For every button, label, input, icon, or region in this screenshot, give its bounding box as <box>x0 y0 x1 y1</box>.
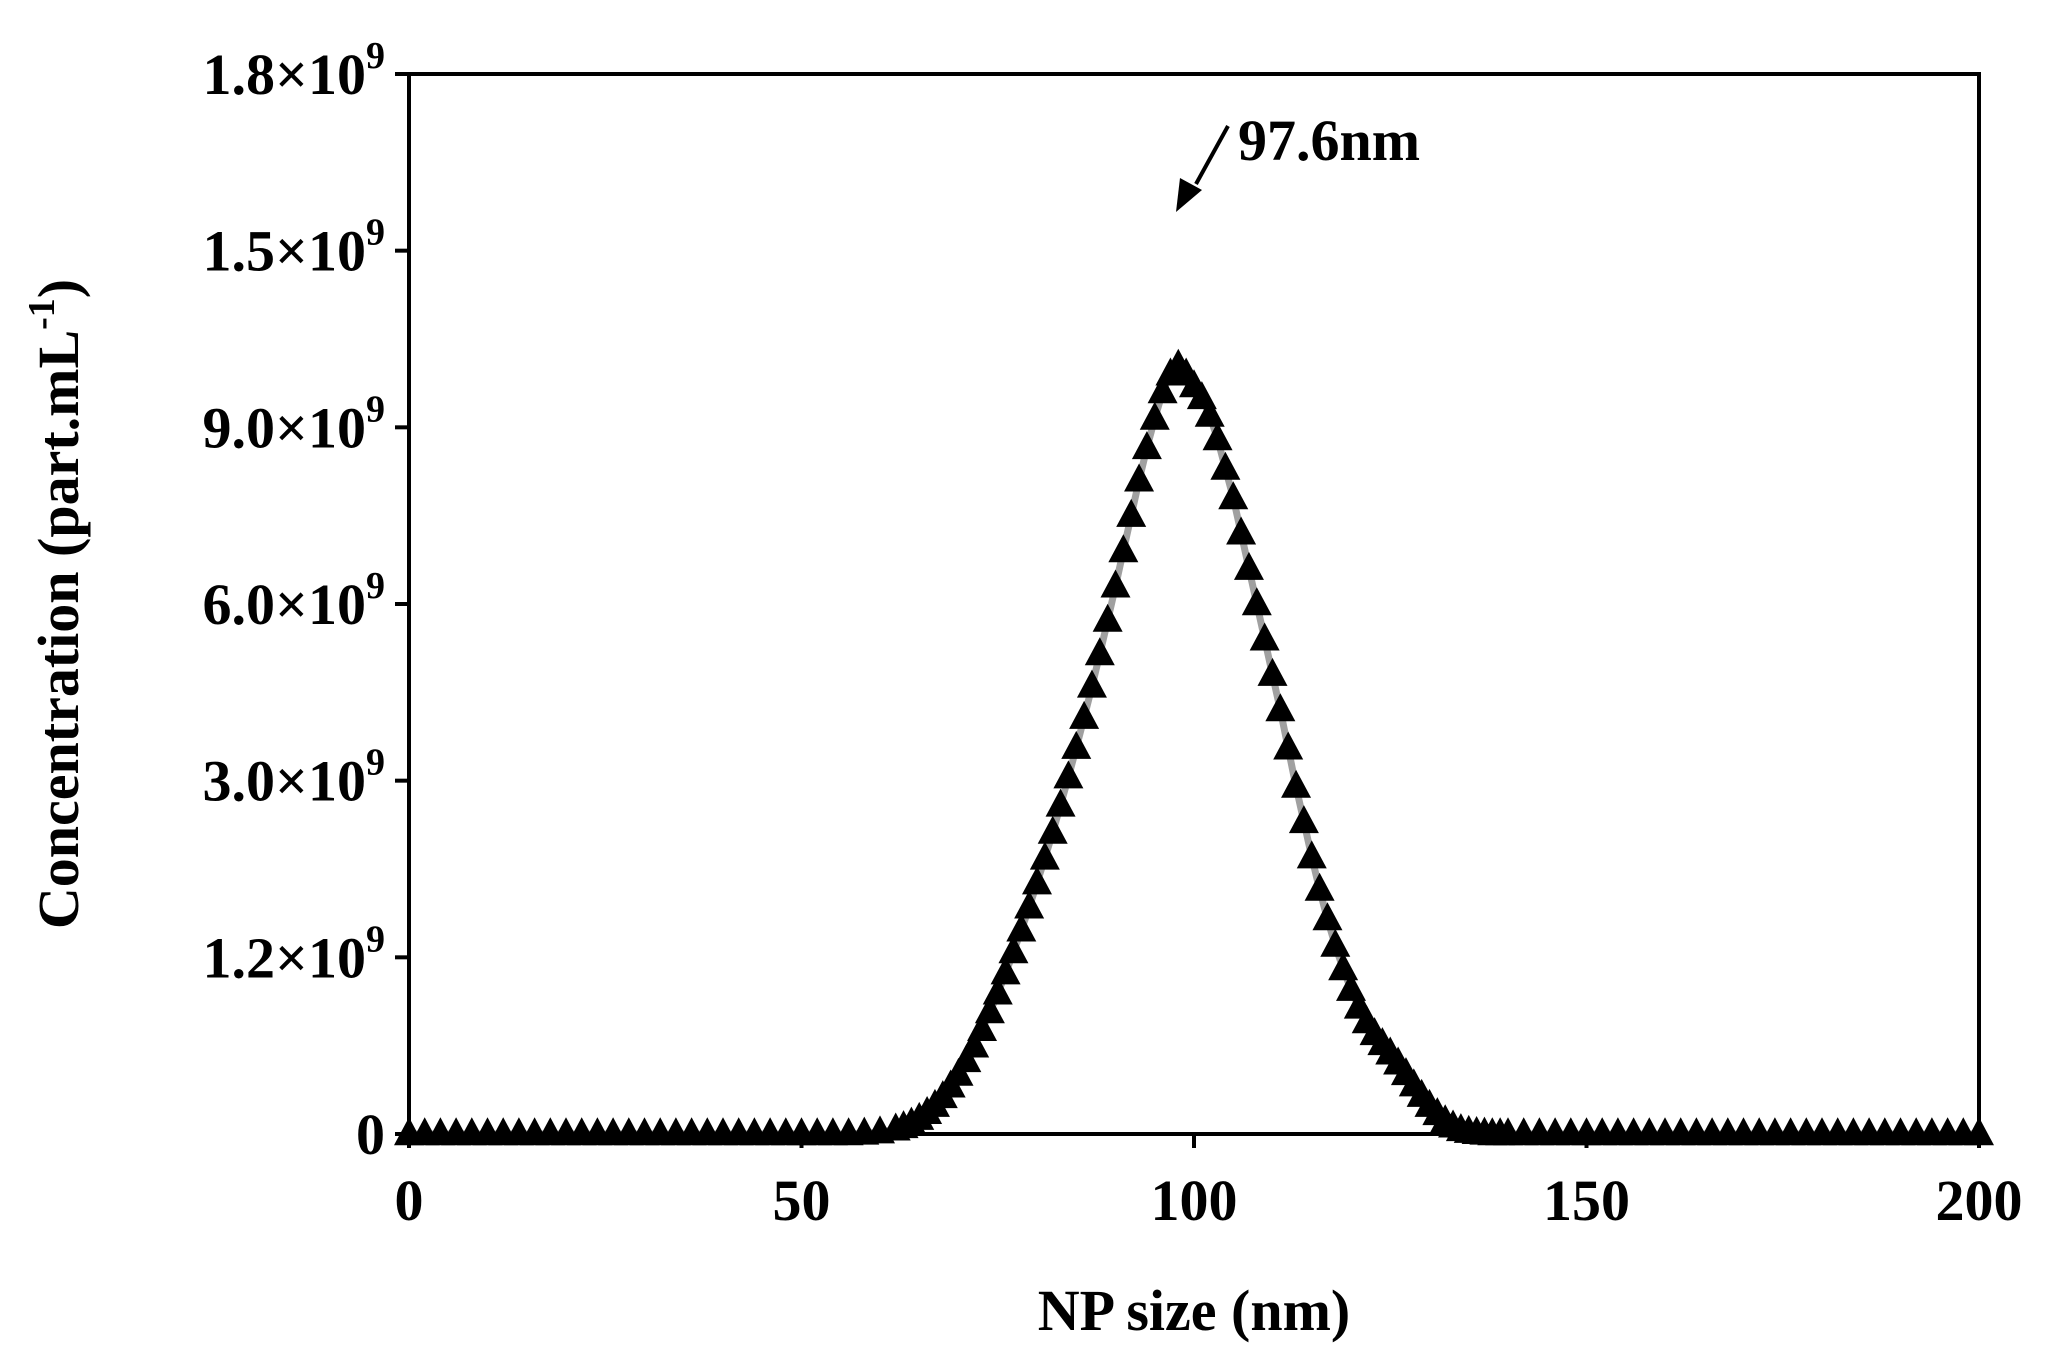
y-axis-title: Concentration (part.mL-1) <box>21 279 91 929</box>
data-point <box>1147 375 1178 404</box>
data-point <box>1281 769 1312 798</box>
peak-annotation: 97.6nm <box>1176 108 1420 212</box>
y-tick-exponent: 9 <box>366 388 385 430</box>
data-point <box>1139 401 1170 430</box>
data-point <box>1320 928 1351 957</box>
data-point <box>951 1044 982 1073</box>
x-tick-label: 50 <box>773 1168 831 1233</box>
data-point <box>1265 693 1296 722</box>
data-point <box>967 1012 998 1041</box>
x-axis: 0 50 100 150 200 <box>395 1134 2023 1233</box>
series-line <box>409 360 1979 1138</box>
x-tick-label: 0 <box>395 1168 424 1233</box>
y-tick-exponent: 9 <box>366 742 385 784</box>
y-axis-title-sup: -1 <box>21 298 63 330</box>
data-point <box>990 956 1021 985</box>
y-tick-label: 1.5×109 <box>202 212 385 284</box>
data-point <box>1076 669 1107 698</box>
data-point <box>1022 866 1052 895</box>
y-tick-mantissa: 3.0×10 <box>202 749 366 814</box>
plot-frame <box>407 72 1981 1136</box>
data-point <box>1116 498 1147 527</box>
data-point <box>1202 422 1233 451</box>
y-tick-label: 9.0×109 <box>202 388 385 460</box>
y-tick-mantissa: 9.0×10 <box>202 395 366 460</box>
y-tick-mantissa: 6.0×10 <box>202 572 366 637</box>
annotation-arrowhead <box>1176 178 1202 212</box>
data-point <box>1288 805 1319 834</box>
data-point <box>1218 481 1249 510</box>
x-tick-label: 200 <box>1936 1168 2023 1233</box>
data-point <box>1273 731 1304 760</box>
data-point <box>1053 760 1084 789</box>
annotation-arrow-shaft <box>1194 125 1230 185</box>
data-point <box>1312 902 1343 931</box>
data-point <box>1045 788 1076 817</box>
y-tick-mantissa: 1.8×10 <box>202 42 366 107</box>
data-point <box>1029 841 1060 870</box>
data-point <box>1092 603 1123 632</box>
y-tick-mantissa: 1.5×10 <box>202 219 366 284</box>
y-tick-exponent: 9 <box>366 565 385 607</box>
data-point <box>1241 587 1272 616</box>
y-tick-exponent: 9 <box>366 212 385 254</box>
data-point <box>1124 463 1155 492</box>
data-point <box>974 995 1005 1024</box>
x-tick-label: 100 <box>1151 1168 1238 1233</box>
data-point <box>1257 657 1288 686</box>
series-markers <box>394 348 1994 1146</box>
data-point <box>1249 622 1280 651</box>
y-axis-title-end: ) <box>26 279 91 298</box>
data-point <box>1210 451 1241 480</box>
annotation-label: 97.6nm <box>1238 108 1420 173</box>
data-point <box>1296 840 1327 869</box>
data-point <box>1194 398 1225 427</box>
y-axis-title-text: Concentration (part.mL <box>26 330 91 929</box>
y-tick-label: 6.0×109 <box>202 565 385 637</box>
y-axis: 01.2×1093.0×1096.0×1099.0×1091.5×1091.8×… <box>202 35 409 1167</box>
y-tick-exponent: 9 <box>366 918 385 960</box>
data-point <box>998 935 1029 964</box>
data-point <box>1304 872 1335 901</box>
y-tick-exponent: 9 <box>366 35 385 77</box>
data-point <box>959 1029 990 1058</box>
y-tick-mantissa: 0 <box>356 1102 385 1167</box>
data-point <box>1964 1117 1994 1146</box>
data-point <box>1108 534 1139 563</box>
data-point <box>1061 730 1092 759</box>
y-tick-label: 0 <box>356 1102 385 1167</box>
y-tick-label: 1.2×109 <box>202 918 385 990</box>
data-point <box>1084 637 1115 666</box>
data-point <box>1131 431 1162 460</box>
data-point <box>1233 551 1264 580</box>
y-tick-label: 1.8×109 <box>202 35 385 107</box>
data-point <box>1006 913 1037 942</box>
data-point <box>1226 516 1257 545</box>
y-tick-label: 3.0×109 <box>202 742 385 814</box>
data-point <box>982 976 1013 1005</box>
data-point <box>1328 952 1359 981</box>
data-point <box>1014 890 1045 919</box>
data-point <box>1069 700 1100 729</box>
x-axis-title: NP size (nm) <box>1038 1278 1351 1343</box>
data-point <box>1037 815 1068 844</box>
x-tick-label: 150 <box>1543 1168 1630 1233</box>
data-point <box>1100 569 1131 598</box>
y-tick-mantissa: 1.2×10 <box>202 925 366 990</box>
